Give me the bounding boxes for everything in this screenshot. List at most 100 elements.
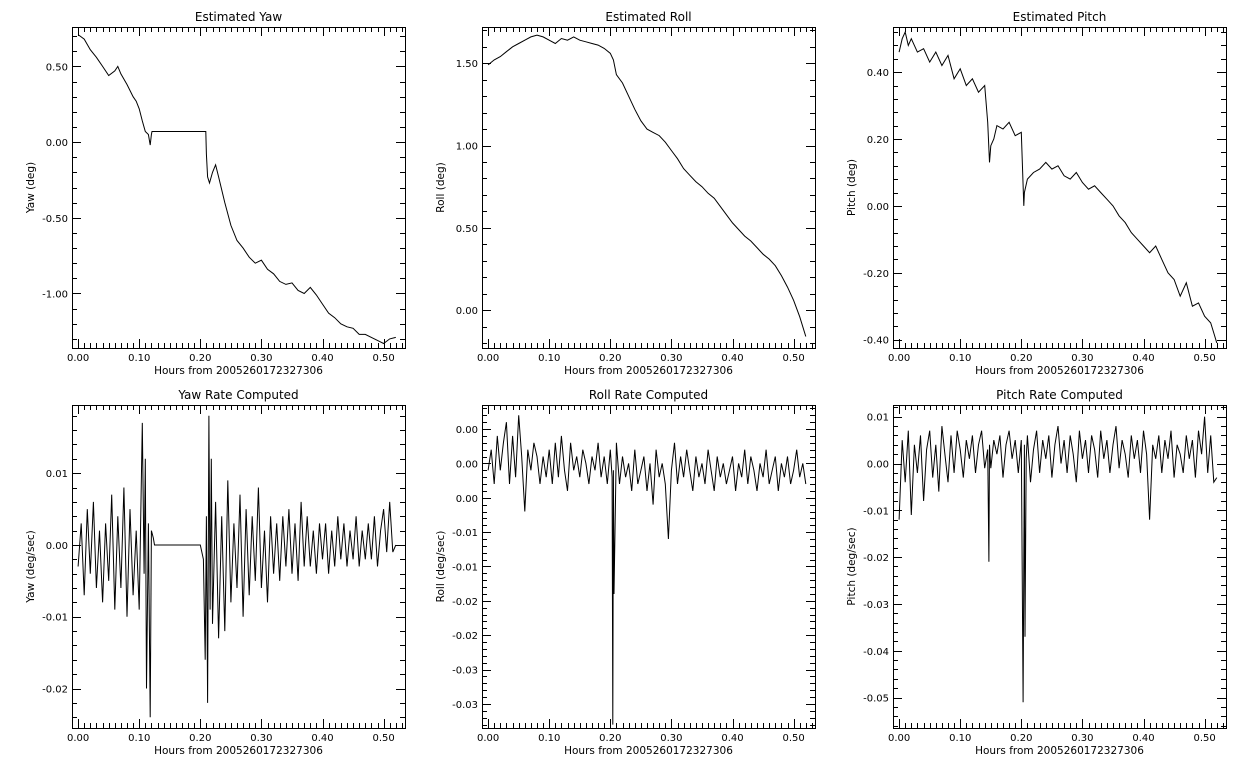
y-tick-label: 0.00 [46, 541, 68, 552]
y-tick-label: -0.40 [863, 336, 889, 347]
y-tick-label: -0.04 [863, 647, 889, 658]
x-axis-label: Hours from 2005260172327306 [564, 365, 733, 377]
x-tick-label: 0.00 [67, 353, 89, 364]
y-tick-label: 0.50 [46, 62, 68, 73]
x-tick-label: 0.40 [1132, 353, 1154, 364]
y-tick-label: 0.00 [456, 459, 478, 470]
x-axis-label: Hours from 2005260172327306 [564, 745, 733, 757]
y-axis-label: Pitch (deg/sec) [846, 527, 858, 605]
roll-rate-series-line [487, 415, 807, 725]
y-tick-label: -0.03 [452, 666, 478, 677]
plot-frame [482, 27, 816, 349]
x-tick-label: 0.10 [538, 733, 560, 744]
y-tick-label: -0.01 [42, 613, 68, 624]
y-tick-label: 0.40 [867, 68, 889, 79]
x-tick-label: 0.00 [888, 733, 910, 744]
x-tick-label: 0.40 [311, 353, 333, 364]
y-tick-label: -0.02 [42, 685, 68, 696]
y-axis-label: Roll (deg/sec) [435, 531, 447, 603]
chart-roll-rate: Roll Rate Computed 0.00 0.10 0.20 0.30 0.40 0.… [435, 388, 816, 757]
roll-series-line [487, 34, 807, 337]
x-tick-label: 0.50 [782, 353, 804, 364]
chart-title: Yaw Rate Computed [177, 388, 298, 402]
y-tick-label: -0.01 [863, 506, 889, 517]
x-tick-label: 0.20 [1010, 353, 1032, 364]
x-axis-label: Hours from 2005260172327306 [975, 365, 1144, 377]
x-tick-label: 0.50 [1193, 733, 1215, 744]
y-tick-label: -1.00 [42, 289, 68, 300]
yaw-series-line [77, 34, 396, 345]
chart-roll: Estimated Roll 0.00 0.10 0.20 0.30 0.40 0.50 1.… [435, 10, 816, 377]
y-tick-label: -0.50 [42, 214, 68, 225]
pitch-rate-series-line [898, 416, 1218, 703]
x-tick-label: 0.00 [888, 353, 910, 364]
x-tick-label: 0.30 [1071, 733, 1093, 744]
x-tick-label: 0.30 [660, 353, 682, 364]
x-tick-label: 0.10 [949, 733, 971, 744]
y-tick-label: -0.20 [863, 269, 889, 280]
x-tick-label: 0.10 [128, 733, 150, 744]
x-tick-label: 0.20 [189, 733, 211, 744]
x-tick-label: 0.00 [477, 353, 499, 364]
y-tick-label: 0.00 [867, 202, 889, 213]
yaw-rate-series-line [77, 415, 397, 718]
x-tick-label: 0.50 [1193, 353, 1215, 364]
y-axis-label: Yaw (deg) [25, 162, 37, 214]
y-tick-label: 1.50 [456, 59, 478, 70]
chart-pitch: Estimated Pitch 0.00 0.10 0.20 0.30 0.40 0.50 0… [846, 10, 1227, 377]
x-tick-label: 0.10 [128, 353, 150, 364]
chart-yaw: Estimated Yaw 0.00 0.10 0.20 0.30 0.40 0.50 0.5… [25, 10, 406, 377]
x-tick-label: 0.20 [599, 733, 621, 744]
chart-title: Estimated Roll [605, 10, 691, 24]
y-tick-label: -0.01 [452, 563, 478, 574]
x-tick-label: 0.20 [1010, 733, 1032, 744]
plot-frame [72, 405, 406, 729]
y-tick-label: -0.02 [452, 631, 478, 642]
x-axis-label: Hours from 2005260172327306 [975, 745, 1144, 757]
y-axis-label: Roll (deg) [435, 162, 447, 212]
x-tick-label: 0.10 [949, 353, 971, 364]
y-tick-label: 1.00 [456, 142, 478, 153]
chart-title: Estimated Pitch [1013, 10, 1107, 24]
x-tick-label: 0.30 [660, 733, 682, 744]
y-tick-label: -0.03 [863, 600, 889, 611]
x-tick-label: 0.40 [721, 733, 743, 744]
y-tick-label: 0.00 [456, 306, 478, 317]
x-axis-label: Hours from 2005260172327306 [154, 365, 323, 377]
chart-pitch-rate: Pitch Rate Computed 0.00 0.10 0.20 0.30 0.40 0… [846, 388, 1227, 757]
chart-yaw-rate: Yaw Rate Computed 0.00 0.10 0.20 0.30 0.40 0.5… [25, 388, 406, 757]
x-tick-label: 0.50 [372, 733, 394, 744]
y-tick-label: 0.20 [867, 135, 889, 146]
pitch-series-line [898, 30, 1218, 344]
x-tick-label: 0.40 [721, 353, 743, 364]
chart-title: Estimated Yaw [195, 10, 282, 24]
x-tick-label: 0.00 [477, 733, 499, 744]
y-tick-label: -0.01 [452, 528, 478, 539]
y-tick-label: -0.02 [863, 553, 889, 564]
x-tick-label: 0.50 [372, 353, 394, 364]
x-tick-label: 0.00 [67, 733, 89, 744]
y-tick-label: 0.01 [46, 469, 68, 480]
y-tick-label: 0.01 [867, 413, 889, 424]
x-tick-label: 0.10 [538, 353, 560, 364]
y-tick-label: 0.00 [456, 425, 478, 436]
x-tick-label: 0.40 [311, 733, 333, 744]
y-axis-label: Yaw (deg/sec) [25, 530, 37, 604]
x-tick-label: 0.40 [1132, 733, 1154, 744]
y-tick-label: -0.02 [452, 597, 478, 608]
y-tick-label: 0.00 [456, 494, 478, 505]
x-tick-label: 0.30 [250, 733, 272, 744]
chart-title: Roll Rate Computed [589, 388, 708, 402]
y-tick-label: 0.50 [456, 224, 478, 235]
y-tick-label: 0.00 [867, 460, 889, 471]
x-axis-label: Hours from 2005260172327306 [154, 745, 323, 757]
y-axis-label: Pitch (deg) [846, 159, 858, 216]
x-tick-label: 0.30 [1071, 353, 1093, 364]
y-tick-label: 0.00 [46, 138, 68, 149]
y-tick-label: -0.05 [863, 694, 889, 705]
chart-title: Pitch Rate Computed [996, 388, 1123, 402]
x-tick-label: 0.30 [250, 353, 272, 364]
x-tick-label: 0.20 [599, 353, 621, 364]
x-tick-label: 0.20 [189, 353, 211, 364]
